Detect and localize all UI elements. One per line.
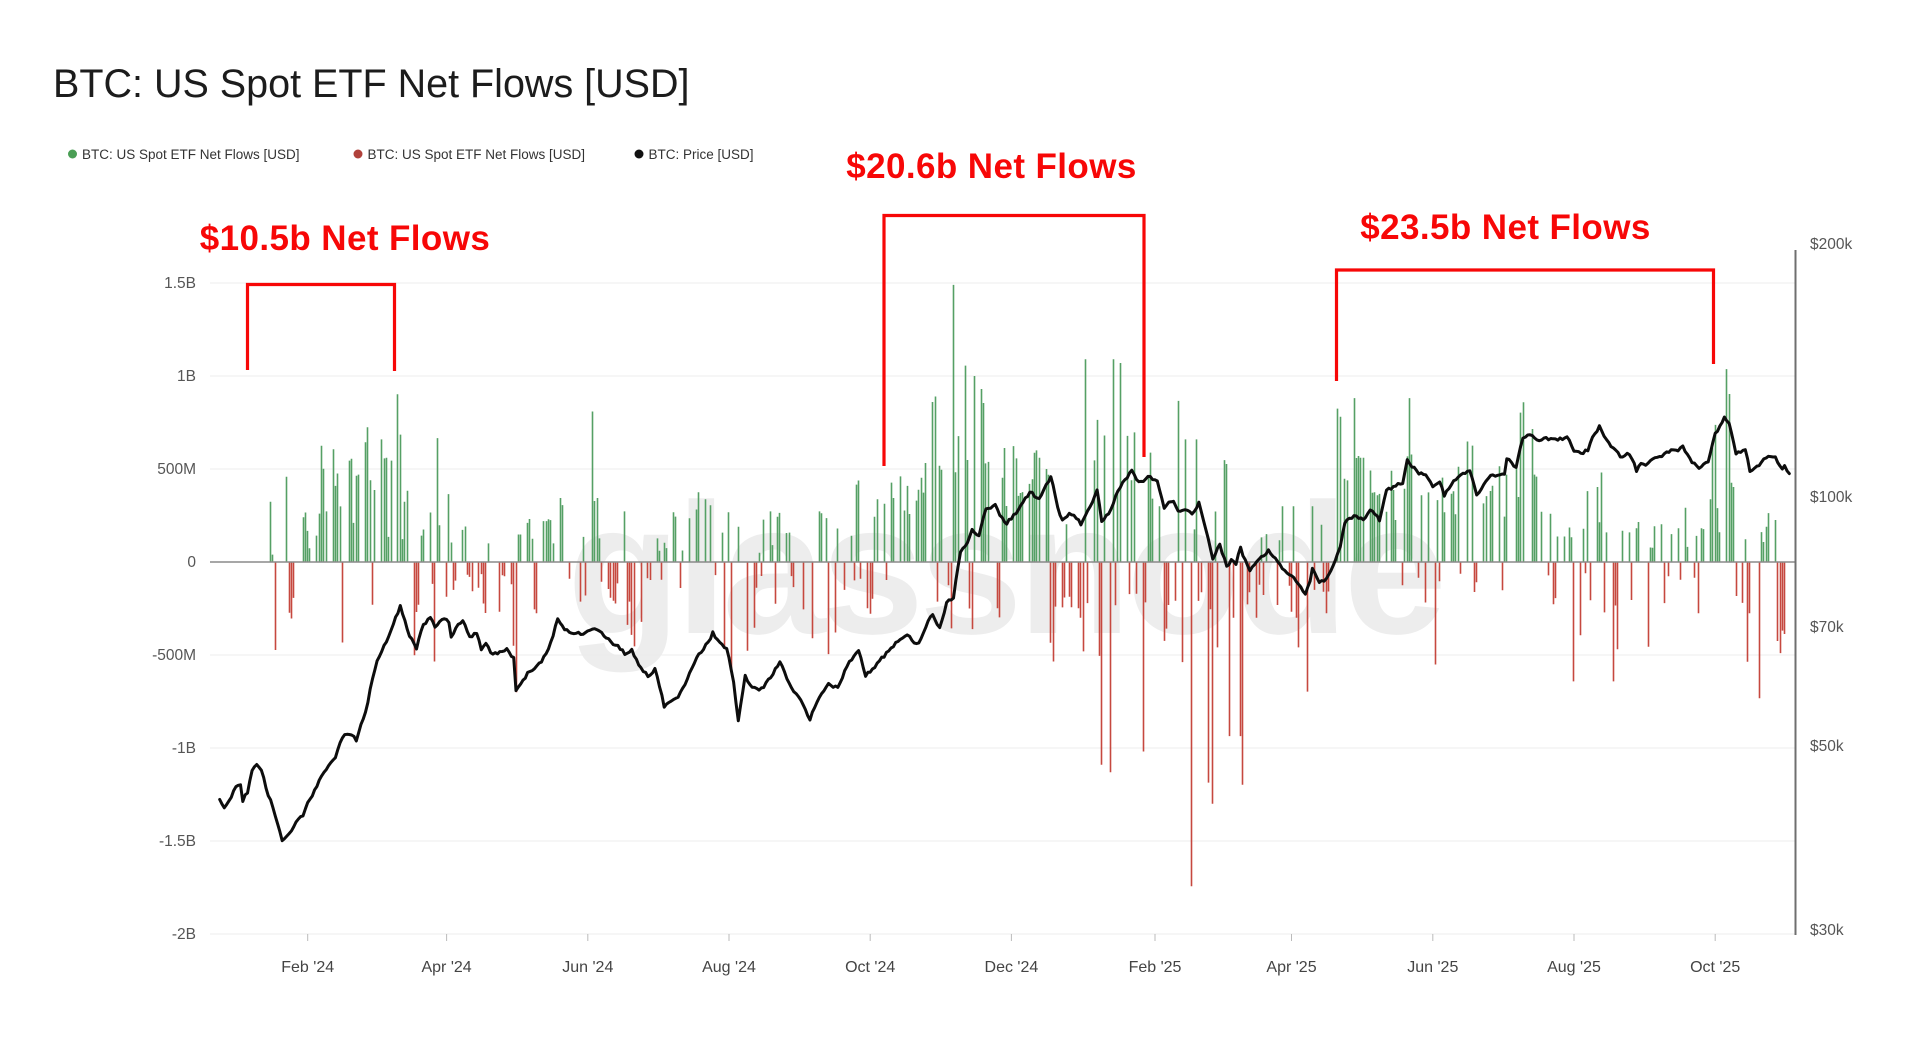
- svg-text:-1.5B: -1.5B: [159, 833, 196, 850]
- svg-text:$70k: $70k: [1810, 619, 1844, 636]
- svg-text:Dec '24: Dec '24: [985, 959, 1039, 976]
- svg-text:BTC: Price [USD]: BTC: Price [USD]: [649, 147, 754, 162]
- svg-text:$200k: $200k: [1810, 236, 1852, 253]
- svg-text:BTC: US Spot ETF Net Flows [US: BTC: US Spot ETF Net Flows [USD]: [53, 62, 690, 106]
- svg-text:$100k: $100k: [1810, 489, 1852, 506]
- svg-text:$30k: $30k: [1810, 922, 1844, 939]
- svg-text:Feb '24: Feb '24: [281, 959, 334, 976]
- svg-text:-1B: -1B: [172, 740, 196, 757]
- svg-text:Jun '25: Jun '25: [1407, 959, 1458, 976]
- svg-text:1B: 1B: [177, 368, 196, 385]
- svg-text:500M: 500M: [157, 461, 196, 478]
- svg-text:BTC: US Spot ETF Net Flows [US: BTC: US Spot ETF Net Flows [USD]: [82, 147, 300, 162]
- svg-text:Apr '24: Apr '24: [421, 959, 471, 976]
- svg-text:$20.6b Net Flows: $20.6b Net Flows: [846, 147, 1136, 186]
- svg-text:1.5B: 1.5B: [164, 275, 196, 292]
- svg-text:glassnode: glassnode: [567, 466, 1442, 673]
- svg-text:Jun '24: Jun '24: [562, 959, 613, 976]
- svg-text:$10.5b Net Flows: $10.5b Net Flows: [200, 219, 490, 258]
- svg-text:-500M: -500M: [152, 647, 196, 664]
- svg-text:BTC: US Spot ETF Net Flows [US: BTC: US Spot ETF Net Flows [USD]: [368, 147, 586, 162]
- svg-text:Aug '24: Aug '24: [702, 959, 756, 976]
- svg-text:Feb '25: Feb '25: [1129, 959, 1182, 976]
- svg-text:Oct '25: Oct '25: [1690, 959, 1740, 976]
- svg-text:Apr '25: Apr '25: [1266, 959, 1316, 976]
- svg-text:-2B: -2B: [172, 926, 196, 943]
- svg-text:Oct '24: Oct '24: [845, 959, 895, 976]
- svg-text:0: 0: [187, 554, 196, 571]
- svg-text:$50k: $50k: [1810, 738, 1844, 755]
- svg-text:Aug '25: Aug '25: [1547, 959, 1601, 976]
- svg-text:$23.5b Net Flows: $23.5b Net Flows: [1360, 208, 1650, 247]
